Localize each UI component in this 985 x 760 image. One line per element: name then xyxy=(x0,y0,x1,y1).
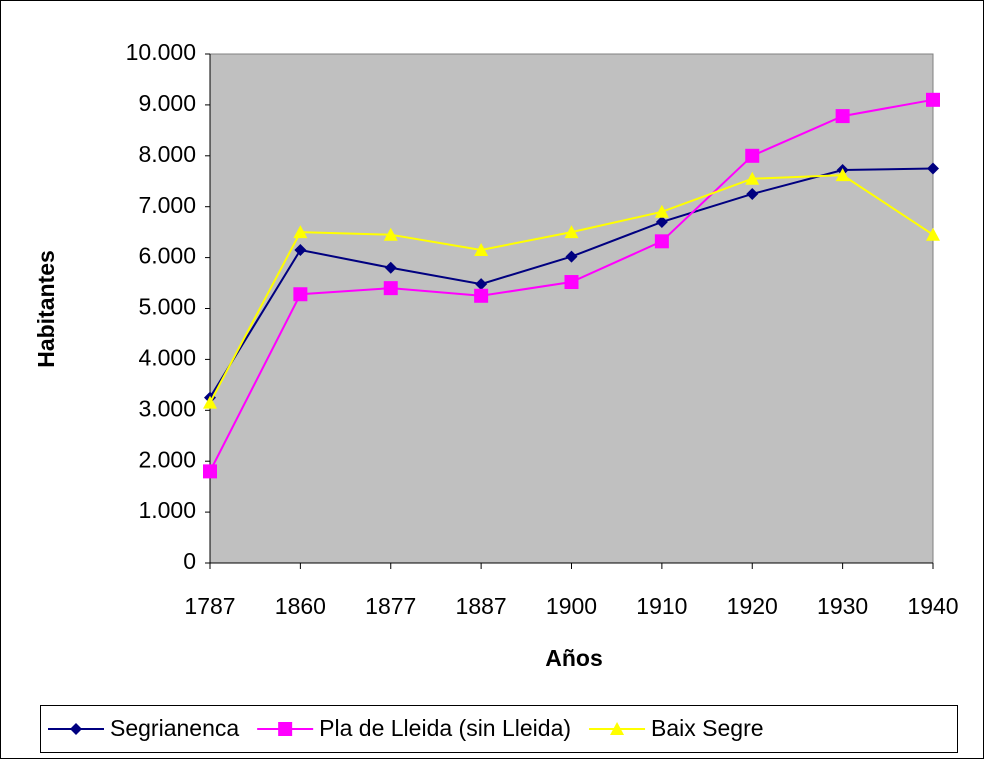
marker xyxy=(926,92,940,107)
marker xyxy=(835,168,850,182)
plot-area xyxy=(209,53,934,564)
x-tick-label: 1887 xyxy=(456,593,507,619)
x-tick-label: 1877 xyxy=(365,593,416,619)
y-tick-label: 7.000 xyxy=(138,192,196,218)
y-tick-label: 1.000 xyxy=(138,497,196,523)
x-tick-label: 1910 xyxy=(636,593,687,619)
marker xyxy=(746,187,759,200)
x-axis-title: Años xyxy=(545,645,603,671)
x-tick-label: 1940 xyxy=(907,593,958,619)
series xyxy=(204,162,939,404)
marker xyxy=(654,204,669,218)
y-tick-label: 2.000 xyxy=(138,446,196,472)
marker xyxy=(565,250,578,263)
legend-label: Baix Segre xyxy=(651,715,764,741)
legend-label: Segrianenca xyxy=(110,715,239,741)
marker xyxy=(70,723,82,735)
x-tick-label: 1860 xyxy=(275,593,326,619)
y-tick-label: 8.000 xyxy=(138,141,196,167)
legend: Segrianenca Pla de Lleida (sin Lleida) Bai… xyxy=(40,705,958,753)
series xyxy=(203,92,940,479)
marker xyxy=(384,261,397,274)
marker xyxy=(927,162,939,175)
marker xyxy=(474,288,489,303)
y-tick-label: 6.000 xyxy=(138,243,196,269)
marker xyxy=(564,225,579,239)
marker xyxy=(278,722,293,736)
legend-label: Pla de Lleida (sin Lleida) xyxy=(319,715,571,741)
marker xyxy=(203,395,217,409)
x-tick-label: 1930 xyxy=(817,593,868,619)
marker xyxy=(745,148,760,163)
marker xyxy=(926,227,940,241)
legend-box xyxy=(40,705,958,753)
series xyxy=(203,168,940,409)
marker xyxy=(655,215,668,228)
marker xyxy=(203,464,217,479)
marker xyxy=(610,722,625,735)
x-tick-label: 1920 xyxy=(727,593,778,619)
marker xyxy=(475,278,488,291)
y-axis-title: Habitantes xyxy=(33,250,59,368)
marker xyxy=(383,227,398,241)
marker xyxy=(745,171,760,185)
y-tick-label: 3.000 xyxy=(138,395,196,421)
y-tick-label: 4.000 xyxy=(138,344,196,370)
marker xyxy=(564,275,579,290)
y-tick-label: 9.000 xyxy=(138,90,196,116)
marker xyxy=(293,287,308,302)
x-tick-label: 1787 xyxy=(184,593,235,619)
marker xyxy=(835,109,850,124)
marker xyxy=(293,225,308,239)
y-tick-label: 0 xyxy=(183,548,196,574)
marker xyxy=(294,243,307,256)
marker xyxy=(383,281,398,296)
marker xyxy=(474,242,489,256)
x-tick-label: 1900 xyxy=(546,593,597,619)
marker xyxy=(654,234,669,249)
y-tick-label: 10.000 xyxy=(126,39,196,65)
y-tick-label: 5.000 xyxy=(138,294,196,320)
